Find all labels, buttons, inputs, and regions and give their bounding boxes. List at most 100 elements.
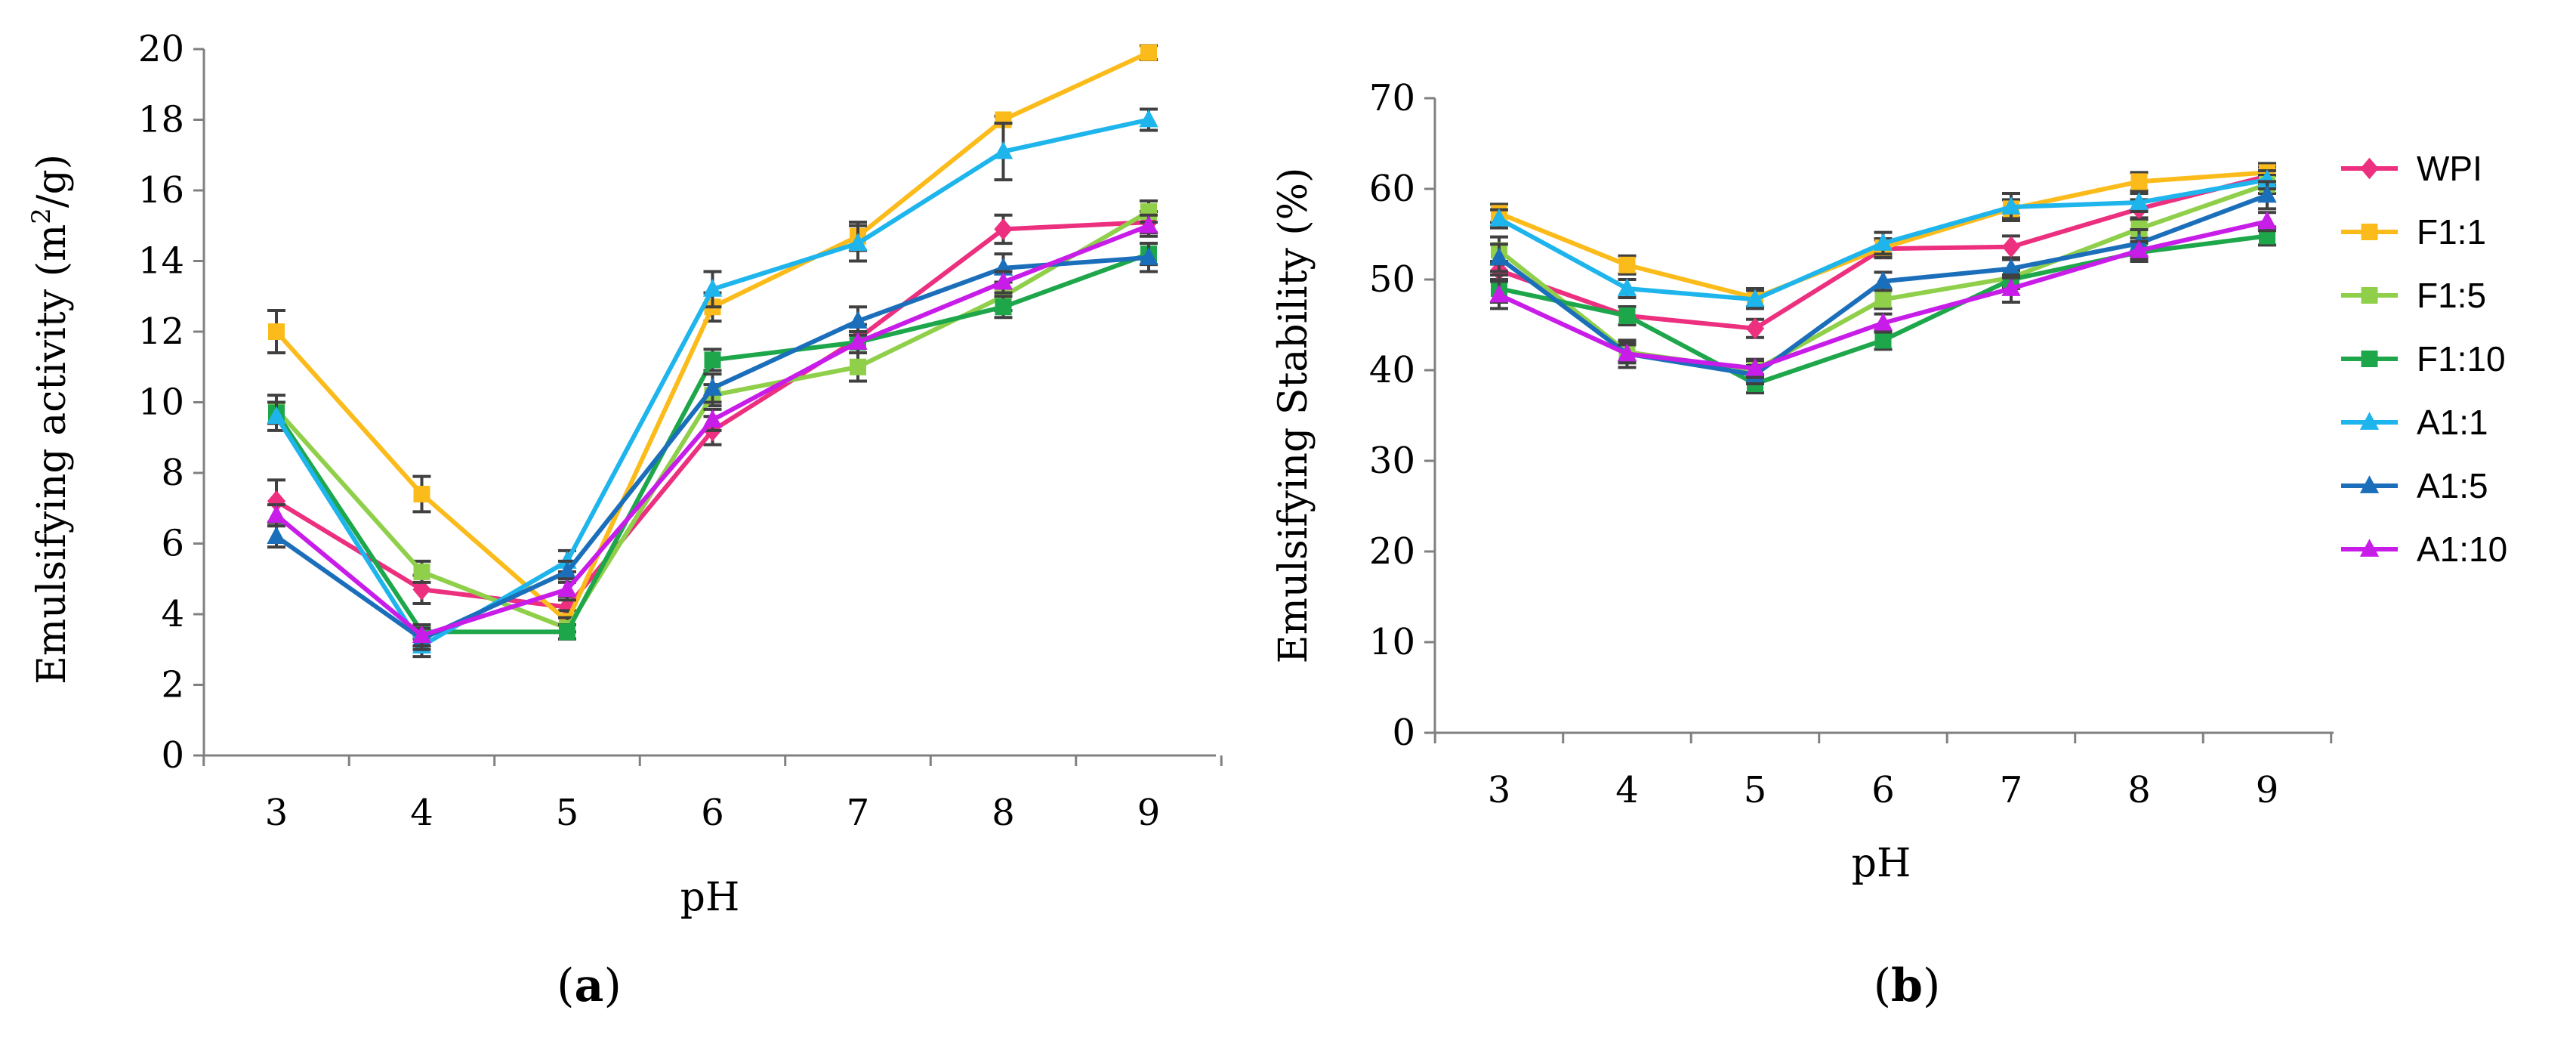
legend-marker xyxy=(2360,157,2379,180)
data-point xyxy=(995,298,1012,316)
data-point xyxy=(1139,109,1158,128)
data-point xyxy=(1489,208,1509,227)
x-tick-label: 4 xyxy=(410,792,433,834)
legend-marker xyxy=(2359,412,2380,430)
chart-a-y-axis-title-superscript: 2 xyxy=(26,208,57,224)
y-tick-label: 12 xyxy=(138,310,184,353)
chart-a-tick-labels: 0 2 4 6 8 10 12 14 16 18 20 3 4 5 6 7 8 9 xyxy=(138,28,1160,834)
x-tick-label: 4 xyxy=(1615,769,1639,811)
data-point xyxy=(1489,247,1509,266)
y-tick-label: 40 xyxy=(1369,349,1415,391)
data-point xyxy=(1140,44,1157,61)
data-point xyxy=(1617,343,1637,362)
chart-b-series xyxy=(1489,162,2277,394)
chart-b-tick-labels: 0 10 20 30 40 50 60 70 3 4 5 6 7 8 9 xyxy=(1369,77,2278,811)
data-point xyxy=(2130,173,2148,190)
data-point xyxy=(1745,289,1765,307)
data-point xyxy=(2129,192,2149,210)
data-point xyxy=(2001,236,2021,258)
data-point xyxy=(704,351,721,369)
data-point xyxy=(267,406,286,425)
x-tick-label: 9 xyxy=(2256,769,2279,811)
data-point xyxy=(1139,247,1158,265)
y-tick-label: 20 xyxy=(138,28,184,70)
data-point xyxy=(1617,278,1637,296)
chart-b-axes xyxy=(1424,97,2334,743)
data-point xyxy=(702,279,723,297)
chart-a-panel-letter: a xyxy=(575,959,604,1012)
data-point xyxy=(848,233,868,252)
legend-label: F1:10 xyxy=(2417,339,2506,378)
chart-a-emulsifying-activity: 0 2 4 6 8 10 12 14 16 18 20 3 4 5 6 7 8 9 pH Emulsifying … xyxy=(26,28,1223,1012)
chart-b-panel-letter: b xyxy=(1891,959,1923,1012)
legend-label: F1:1 xyxy=(2417,212,2486,252)
data-point xyxy=(267,505,286,523)
x-tick-label: 6 xyxy=(1871,769,1895,811)
data-point xyxy=(559,623,575,641)
data-point xyxy=(2001,258,2021,276)
data-point xyxy=(1618,256,1636,273)
data-point xyxy=(1745,317,1765,340)
legend-item: A1:1 xyxy=(2341,403,2488,442)
y-tick-label: 50 xyxy=(1369,258,1415,301)
y-tick-label: 16 xyxy=(138,169,184,212)
series-a1-5 xyxy=(1489,180,2277,385)
data-point xyxy=(268,323,285,340)
data-point xyxy=(413,486,430,503)
legend-item: WPI xyxy=(2341,149,2482,188)
data-point xyxy=(1874,291,1892,308)
y-tick-label: 4 xyxy=(161,593,184,635)
y-tick-label: 18 xyxy=(138,99,184,141)
y-tick-label: 0 xyxy=(161,734,184,777)
data-point xyxy=(412,578,431,601)
y-tick-label: 70 xyxy=(1369,77,1415,119)
y-tick-label: 6 xyxy=(161,523,184,565)
legend-item: F1:5 xyxy=(2341,276,2486,315)
data-point xyxy=(993,141,1013,159)
legend-marker xyxy=(2361,351,2378,367)
y-tick-label: 10 xyxy=(1369,621,1415,663)
y-tick-label: 10 xyxy=(138,382,184,424)
legend-marker xyxy=(2361,287,2378,304)
chart-a-series xyxy=(267,44,1158,659)
data-point xyxy=(1873,233,1893,251)
chart-b-x-axis-title: pH xyxy=(1852,841,1911,886)
series-a1-10 xyxy=(1489,211,2277,379)
data-point xyxy=(2257,184,2277,203)
legend-label: A1:10 xyxy=(2417,530,2507,569)
y-tick-label: 30 xyxy=(1369,440,1415,482)
legend-item: A1:5 xyxy=(2341,466,2488,505)
data-point xyxy=(1874,332,1892,349)
data-point xyxy=(1873,270,1893,289)
data-point xyxy=(1745,357,1765,376)
chart-a-panel-label: (a) xyxy=(557,959,622,1012)
y-tick-label: 20 xyxy=(1369,530,1415,573)
series-line xyxy=(274,50,1150,624)
data-point xyxy=(2129,239,2149,258)
data-point xyxy=(412,625,432,643)
chart-b-emulsifying-stability: 0 10 20 30 40 50 60 70 3 4 5 6 7 8 9 pH Emulsifying St… xyxy=(1271,77,2334,1012)
y-tick-label: 14 xyxy=(138,240,184,283)
data-point xyxy=(1489,284,1509,303)
y-tick-label: 2 xyxy=(161,664,184,706)
chart-b-y-axis-title: Emulsifying Stability (%) xyxy=(1271,168,1316,664)
data-point xyxy=(267,490,286,512)
data-point xyxy=(702,409,723,428)
chart-b-panel-label: (b) xyxy=(1874,959,1941,1012)
legend-label: A1:5 xyxy=(2417,466,2488,505)
chart-a-x-axis-title: pH xyxy=(680,875,740,920)
data-point xyxy=(848,332,868,350)
legend-marker xyxy=(2359,539,2380,557)
chart-a-y-axis-title-unit-tail: /g) xyxy=(29,154,75,208)
x-tick-label: 7 xyxy=(847,792,870,834)
chart-a-axes xyxy=(193,48,1223,766)
data-point xyxy=(557,561,577,579)
data-point xyxy=(1618,307,1636,324)
data-point xyxy=(850,358,866,375)
x-tick-label: 3 xyxy=(265,792,288,834)
data-point xyxy=(2001,196,2021,215)
x-tick-label: 7 xyxy=(2000,769,2023,811)
data-point xyxy=(848,310,868,329)
x-tick-label: 8 xyxy=(992,792,1015,834)
